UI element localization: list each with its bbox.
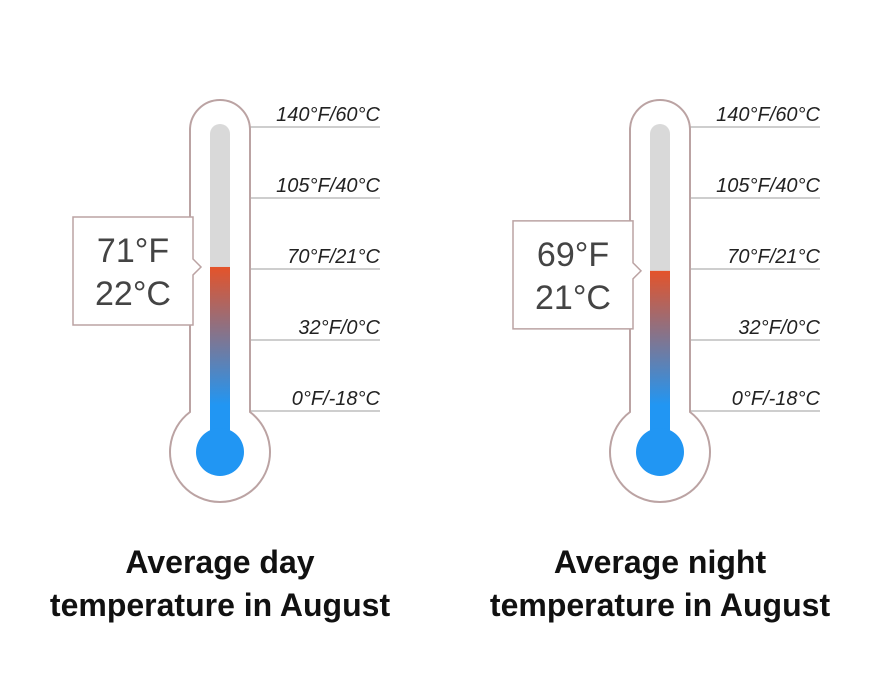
- thermometer: 140°F/60°C 105°F/40°C 70°F/21°C 32°F/0°C 0°F…: [490, 99, 831, 623]
- thermometer-bulb: [636, 428, 684, 476]
- tick-label: 140°F/60°C: [716, 104, 820, 126]
- chart-title: temperature in August: [490, 587, 831, 623]
- tick-label: 0°F/-18°C: [292, 388, 381, 410]
- value-callout: [72, 216, 203, 326]
- value-celsius-label: 21°C: [535, 279, 611, 317]
- value-label: 69°F: [537, 236, 609, 274]
- value-callout: [512, 220, 643, 330]
- tick-label: 105°F/40°C: [276, 175, 380, 197]
- thermometer: 140°F/60°C 105°F/40°C 70°F/21°C 32°F/0°C 0°F…: [50, 99, 391, 623]
- tick-label: 140°F/60°C: [276, 104, 380, 126]
- tick-label: 32°F/0°C: [738, 317, 820, 339]
- chart-title: temperature in August: [50, 587, 391, 623]
- value-label: 71°F: [97, 232, 169, 270]
- chart-title: Average night: [554, 544, 767, 580]
- thermometer-fill: [650, 270, 670, 452]
- thermometer-fill: [210, 266, 230, 452]
- thermometer-bulb: [196, 428, 244, 476]
- value-celsius-label: 22°C: [95, 275, 171, 313]
- chart-title: Average day: [125, 544, 314, 580]
- tick-label: 32°F/0°C: [298, 317, 380, 339]
- tick-label: 70°F/21°C: [727, 246, 820, 268]
- tick-label: 0°F/-18°C: [732, 388, 821, 410]
- tick-label: 105°F/40°C: [716, 175, 820, 197]
- tick-label: 70°F/21°C: [287, 246, 380, 268]
